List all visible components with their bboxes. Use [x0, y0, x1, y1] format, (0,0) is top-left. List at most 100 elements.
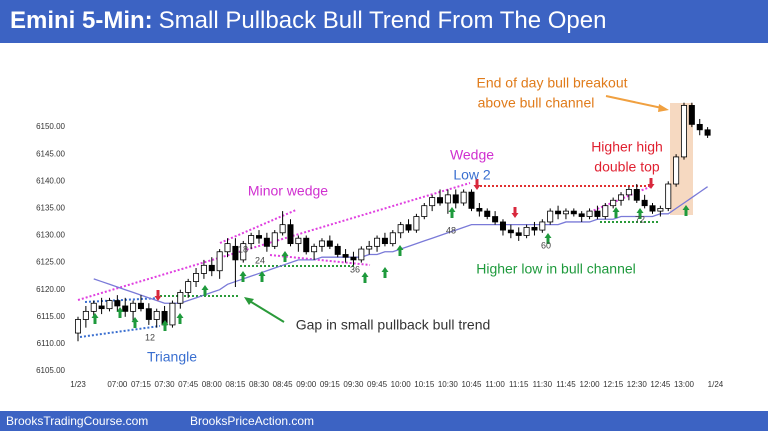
- y-tick-label: 6125.00: [36, 258, 65, 267]
- x-tick-label: 1/23: [70, 380, 86, 389]
- candle-body: [295, 237, 302, 245]
- candle-body: [696, 123, 703, 131]
- gap-arrowhead: [244, 297, 254, 305]
- candle-body: [185, 281, 192, 293]
- candle-body: [633, 189, 640, 201]
- x-tick-label: 10:00: [391, 380, 412, 389]
- candle-body: [507, 229, 514, 234]
- triangle-line: [79, 325, 161, 338]
- bar-number: 18: [238, 244, 248, 254]
- candle-body: [279, 224, 286, 234]
- buy-signal-arrow: [131, 317, 139, 328]
- candle-body: [381, 237, 388, 245]
- candle-body: [437, 197, 444, 204]
- candle-body: [130, 302, 137, 312]
- candle-body: [618, 194, 625, 201]
- candle-body: [429, 197, 436, 207]
- candle-body: [405, 224, 412, 231]
- trend-lines: [77, 182, 660, 338]
- buy-signal-arrow: [201, 285, 209, 296]
- y-tick-label: 6110.00: [37, 339, 66, 348]
- candle-body: [200, 264, 207, 274]
- x-tick-label: 09:45: [367, 380, 388, 389]
- sell-signal-arrow: [154, 290, 162, 301]
- x-tick-label: 09:00: [296, 380, 317, 389]
- y-tick-label: 6145.00: [36, 149, 65, 158]
- candle-body: [350, 256, 357, 261]
- wedge-line: [269, 254, 371, 266]
- bar-number: 60: [541, 240, 551, 250]
- candle-body: [484, 210, 491, 217]
- candle-body: [366, 245, 373, 250]
- x-tick-label: 10:15: [414, 380, 435, 389]
- candle-body: [499, 221, 506, 231]
- annotation: Wedge: [450, 147, 494, 163]
- y-tick-label: 6105.00: [36, 366, 65, 375]
- candle-body: [539, 221, 546, 231]
- candle-body: [90, 302, 97, 312]
- candle-body: [602, 205, 609, 217]
- bar-number: 48: [446, 225, 456, 235]
- buy-signal-arrow: [682, 205, 690, 216]
- sell-signal-arrow: [511, 207, 519, 218]
- candle-body: [665, 183, 672, 209]
- candle-body: [374, 237, 381, 247]
- candle-body: [649, 205, 656, 212]
- annotation: Higher low in bull channel: [476, 261, 636, 277]
- y-tick-label: 6130.00: [36, 231, 65, 240]
- x-tick-label: 08:30: [249, 380, 270, 389]
- candle-body: [193, 273, 200, 282]
- candle-body: [641, 199, 648, 207]
- breakout-highlight: [670, 103, 693, 215]
- candle-body: [98, 305, 105, 310]
- buy-signal-arrow: [116, 307, 124, 318]
- breakout-arrow: [605, 95, 663, 109]
- sell-signal-arrow: [473, 179, 481, 190]
- candle-body: [342, 254, 349, 258]
- candle-body: [594, 210, 601, 217]
- buy-signal-arrow: [381, 267, 389, 278]
- candle-body: [303, 237, 310, 253]
- annotation: Low 2: [453, 167, 491, 183]
- bar-number: 12: [145, 332, 155, 342]
- candle-body: [688, 105, 695, 125]
- candle-body: [358, 248, 365, 261]
- breakout-arrowhead: [658, 104, 669, 112]
- annotation: Triangle: [147, 349, 197, 365]
- candle-body: [610, 199, 617, 207]
- x-tick-label: 07:15: [131, 380, 152, 389]
- x-tick-label: 12:45: [650, 380, 671, 389]
- wedge-line: [219, 209, 297, 244]
- x-tick-label: 09:30: [343, 380, 364, 389]
- candle-body: [389, 232, 396, 245]
- candle-body: [673, 156, 680, 185]
- x-tick-label: 07:30: [155, 380, 176, 389]
- candle-body: [334, 245, 341, 255]
- candle-body: [232, 245, 239, 261]
- annotation: above bull channel: [478, 95, 595, 111]
- title-bar: [0, 0, 768, 43]
- bar-number: 24: [255, 255, 265, 265]
- candle-body: [122, 305, 129, 312]
- candle-body: [704, 129, 711, 136]
- buy-signal-arrow: [361, 272, 369, 283]
- candle-body: [492, 216, 499, 223]
- candle-body: [153, 310, 160, 320]
- x-tick-label: 13:00: [674, 380, 695, 389]
- candle-body: [444, 194, 451, 204]
- buy-signal-arrow: [176, 313, 184, 324]
- sell-signal-arrow: [647, 178, 655, 189]
- title-main: Small Pullback Bull Trend From The Open: [159, 7, 607, 34]
- gap-arrow: [247, 299, 285, 323]
- y-tick-label: 6120.00: [36, 285, 65, 294]
- candle-body: [287, 224, 294, 245]
- candle-body: [468, 191, 475, 209]
- buy-signal-arrow: [91, 313, 99, 324]
- candle-body: [625, 189, 632, 196]
- candle-body: [413, 216, 420, 231]
- buy-signal-arrow: [281, 251, 289, 262]
- candle-body: [256, 235, 263, 239]
- x-tick-label: 10:30: [438, 380, 459, 389]
- candle-body: [531, 226, 538, 231]
